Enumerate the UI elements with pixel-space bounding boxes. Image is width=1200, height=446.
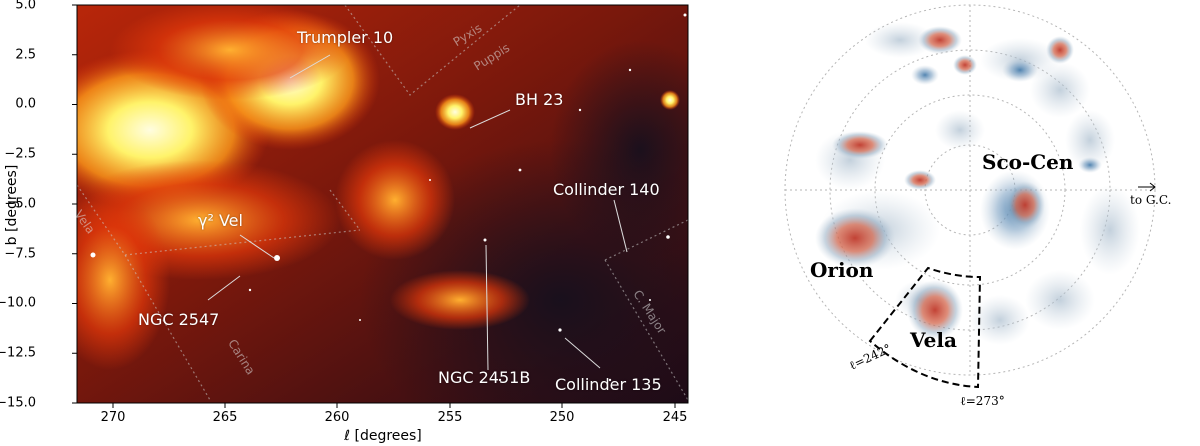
- density-map-panel: Sco-Cen Orion Vela to G.C. ℓ=242° ℓ=273°: [760, 0, 1200, 446]
- label-to-gc: to G.C.: [1130, 193, 1172, 207]
- y-tick-label: −10.0: [0, 295, 36, 311]
- label-trumpler-10: Trumpler 10: [297, 28, 394, 47]
- sky-image: [72, 4, 689, 408]
- x-tick-label: 255: [437, 410, 463, 425]
- label-ngc-2451b: NGC 2451B: [438, 368, 531, 387]
- label-l-273: ℓ=273°: [960, 394, 1005, 408]
- label-orion: Orion: [810, 258, 874, 282]
- label-gamma2-vel: γ² Vel: [198, 211, 243, 230]
- label-collinder-135: Collinder 135: [555, 375, 662, 394]
- label-ngc-2547: NGC 2547: [138, 310, 220, 329]
- y-tick-label: −7.5: [4, 246, 36, 262]
- x-tick-label: 245: [662, 410, 688, 425]
- x-tick-label: 270: [100, 410, 126, 425]
- y-axis-title: b [degrees]: [4, 164, 20, 246]
- y-tick-label: −12.5: [0, 345, 36, 361]
- x-tick-label: 250: [549, 410, 575, 425]
- x-axis-title: ℓ [degrees]: [344, 428, 422, 444]
- label-sco-cen: Sco-Cen: [982, 150, 1074, 174]
- y-tick-label: 5.0: [15, 0, 36, 13]
- label-collinder-140: Collinder 140: [553, 180, 660, 199]
- x-tick-label: 265: [212, 410, 238, 425]
- label-bh-23: BH 23: [515, 90, 564, 109]
- y-tick-label: 2.5: [15, 47, 36, 63]
- label-vela-region: Vela: [910, 328, 957, 352]
- x-tick-label: 260: [324, 410, 350, 425]
- sky-map-panel: 5.0 2.5 0.0 −2.5 −5.0 −7.5 −10.0 −12.5 −…: [0, 0, 689, 444]
- density-map: [784, 4, 1156, 389]
- y-tick-label: 0.0: [15, 96, 36, 112]
- y-tick-label: −2.5: [4, 146, 36, 162]
- y-tick-label: −5.0: [4, 196, 36, 212]
- y-tick-label: −15.0: [0, 395, 36, 411]
